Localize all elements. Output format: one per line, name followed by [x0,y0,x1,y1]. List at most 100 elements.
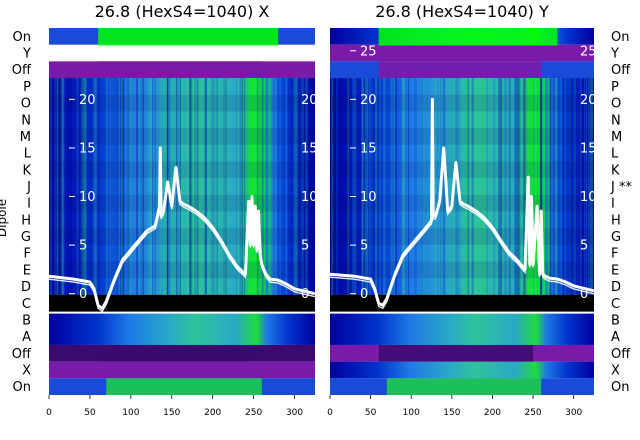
heatmap-stripe [522,78,524,295]
heatmap-stripe [556,78,558,295]
row-label-left: A [22,330,31,345]
heatmap-stripe [487,78,490,295]
heatmap-stripe [574,78,576,295]
row-label-left: On [13,30,31,45]
heatmap-band [378,28,558,46]
row-label-left: P [23,80,31,95]
heatmap-stripe [182,78,184,295]
heatmap-stripe [129,78,131,295]
heatmap-stripe [225,78,227,295]
heatmap-stripe [335,78,337,295]
heatmap-stripe [540,78,543,295]
heatmap-stripe [295,78,298,295]
heatmap-stripe [69,78,72,295]
heatmap-row-shade [49,94,315,112]
heatmap-stripe [102,78,104,295]
heatmap-stripe [502,78,505,295]
heatmap-stripe [560,78,563,295]
heatmap-stripe [465,78,468,295]
overlay-tick-label-right: 0 [580,287,588,302]
heatmap-stripe [76,78,78,295]
panel-title: 26.8 (HexS4=1040) Y [375,2,549,21]
overlay-tick-label: 15 [360,141,377,156]
heatmap-stripe [198,78,200,295]
heatmap-stripe [481,78,484,295]
heatmap-stripe [540,78,542,295]
heatmap-stripe [486,78,488,295]
heatmap-row-shade [49,128,315,145]
heatmap-stripe [189,78,192,295]
heatmap-stripe [263,78,266,295]
heatmap-stripe [222,78,224,295]
heatmap-stripe [518,78,521,295]
overlay-tick-label: 5 [79,239,87,254]
row-label-left: L [24,147,32,162]
heatmap-stripe [588,78,591,295]
heatmap-stripe [49,78,53,295]
heatmap-band [330,311,594,345]
heatmap-stripe [55,78,57,295]
heatmap-stripe [370,78,373,295]
heatmap-stripe [436,78,439,295]
heatmap-stripe [394,78,397,295]
heatmap-stripe [93,78,95,295]
heatmap-stripe [443,78,446,295]
heatmap-stripe [136,78,138,295]
x-tick-label: 300 [565,408,582,418]
heatmap-stripe [78,78,81,295]
heatmap-stripe [375,78,378,295]
heatmap-stripe [305,78,309,295]
heatmap-stripe [379,78,383,295]
heatmap-stripe [591,78,594,295]
y-axis-label: Dipole [0,199,9,237]
heatmap-stripe [401,78,405,295]
heatmap-stripe [70,78,72,295]
heatmap-stripe [60,78,63,295]
row-label-left: Y [22,47,31,62]
heatmap-stripe [391,78,393,295]
heatmap-stripe [204,78,207,295]
x-tick-label: 100 [122,408,139,418]
heatmap-stripe [304,78,307,295]
heatmap-stripe [258,78,261,295]
heatmap-stripe [435,78,437,295]
heatmap-stripe [406,78,409,295]
heatmap-stripe [414,78,417,295]
heatmap-stripe [336,78,339,295]
x-tick-label: 250 [245,408,262,418]
heatmap-stripe [224,78,226,295]
heatmap-stripe [395,78,397,295]
heatmap-stripe [136,78,138,295]
overlay-tick-label-right: 10 [301,190,318,205]
heatmap-stripe [274,78,277,295]
heatmap-band [330,78,594,295]
row-label-right: On [611,30,629,45]
x-tick-label: 300 [286,408,303,418]
overlay-tick-label: 10 [79,190,96,205]
heatmap-stripe [170,78,174,295]
row-label-right: M [611,130,622,145]
heatmap-stripe [223,78,224,295]
heatmap-stripe [336,78,338,295]
x-tick-label: 200 [484,408,501,418]
row-label-right: P [611,80,619,95]
heatmap-stripe [94,78,97,295]
x-tick-label: 50 [365,408,377,418]
heatmap-stripe [120,78,123,295]
heatmap-stripe [243,78,246,295]
heatmap-stripe [516,78,519,295]
heatmap-stripe [352,78,355,295]
heatmap-stripe [476,78,479,295]
heatmap-stripe [88,78,90,295]
heatmap-stripe [127,78,130,295]
overlay-curve [48,150,316,313]
heatmap-stripe [265,78,268,295]
heatmap-stripe [569,78,571,295]
heatmap-stripe [465,78,467,295]
heatmap-band [49,294,315,312]
heatmap-stripe [106,78,108,295]
heatmap-stripe [228,78,230,295]
heatmap-stripe [193,78,197,295]
heatmap-stripe [366,78,368,295]
heatmap-stripe [85,78,87,295]
